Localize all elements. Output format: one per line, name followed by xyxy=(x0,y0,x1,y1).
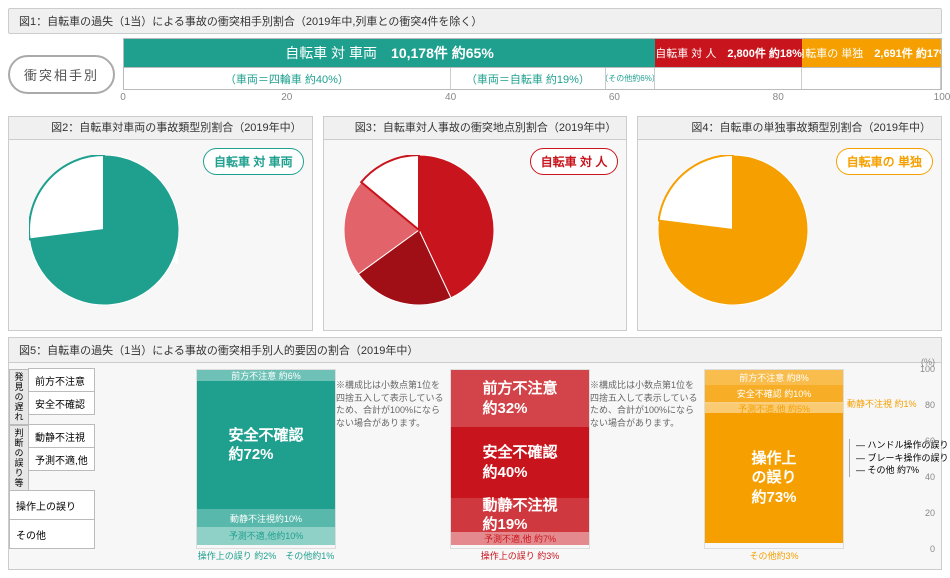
fig5-stack-seg: 予測不適,他 約7% xyxy=(451,532,589,544)
fig5-stack-seg: 安全不確認 約10% xyxy=(705,385,843,403)
fig5-cat-item: 動静不注視 xyxy=(28,424,95,448)
fig5-cat-item: 操作上の誤り xyxy=(9,490,95,520)
pie-badge: 自転車の 単独 xyxy=(836,148,933,175)
fig5: 図5：自転車の過失（1当）による事故の衝突相手別人的要因の割合（2019年中） … xyxy=(8,337,942,570)
fig1-seg: 自転車の 単独 2,691件 約17% xyxy=(802,39,941,67)
fig5-cat-group: 判断の誤り等 xyxy=(9,425,29,491)
fig5-stack-seg: 操作上の誤り約73% xyxy=(705,413,843,543)
fig5-stack-seg: 安全不確認約72% xyxy=(197,381,335,509)
fig5-stack-seg: 前方不注意約32% xyxy=(451,370,589,427)
fig1-axis: 020406080100（%） xyxy=(123,92,942,110)
fig5-stack-seg: 予測不適,他約10% xyxy=(197,527,335,545)
fig5-stack-seg: 前方不注意 約8% xyxy=(705,370,843,384)
fig1-subseg xyxy=(802,68,941,89)
pie-svg xyxy=(344,155,494,305)
fig1-seg: 自転車 対 人 2,800件 約18% xyxy=(655,39,802,67)
pie-row: 図2：自転車対車両の事故類型別割合（2019年中） 自転車 対 車両出会い頭約7… xyxy=(8,116,942,331)
fig5-below-label: 操作上の誤り 約2% その他約1% xyxy=(166,551,366,563)
fig1: 図1：自転車の過失（1当）による事故の衝突相手別割合（2019年中,列車との衝突… xyxy=(8,8,942,110)
fig5-cat-item: 前方不注意 xyxy=(28,368,95,392)
pie-badge: 自転車 対 人 xyxy=(530,148,619,175)
fig4-title: 図4：自転車の単独事故類型別割合（2019年中） xyxy=(638,117,941,140)
fig1-title: 図1：自転車の過失（1当）による事故の衝突相手別割合（2019年中,列車との衝突… xyxy=(8,8,942,34)
fig1-subseg: （車両＝四輪車 約40%） xyxy=(124,68,451,89)
fig5-stack-seg: 前方不注意 約6% xyxy=(197,370,335,381)
fig1-row-label: 衝突相手別 xyxy=(8,55,115,94)
pie-svg xyxy=(658,155,808,305)
fig5-cat-item: 予測不適,他 xyxy=(28,447,95,471)
fig5-below-label: その他約3% xyxy=(674,551,874,563)
fig4: 図4：自転車の単独事故類型別割合（2019年中） 自転車の 単独転倒約77%その… xyxy=(637,116,942,331)
fig5-stack-seg: 動静不注視約10% xyxy=(197,509,335,527)
fig2-title: 図2：自転車対車両の事故類型別割合（2019年中） xyxy=(9,117,312,140)
fig5-stacks: 前方不注意 約6%安全不確認約72%動静不注視約10%予測不適,他約10% 操作上… xyxy=(139,369,901,563)
fig1-subseg: （その他約6%） xyxy=(606,68,655,89)
pie-badge: 自転車 対 車両 xyxy=(203,148,304,175)
fig5-stack: 前方不注意 約6%安全不確認約72%動静不注視約10%予測不適,他約10% xyxy=(196,369,336,549)
fig1-subseg xyxy=(655,68,802,89)
fig1-seg: 自転車 対 車両 10,178件 約65% xyxy=(124,39,655,67)
fig5-title: 図5：自転車の過失（1当）による事故の衝突相手別人的要因の割合（2019年中） xyxy=(9,338,941,363)
fig5-stack-seg: 予測不適,他 約5% xyxy=(705,404,843,413)
fig1-sub-bar: （車両＝四輪車 約40%）（車両＝自転車 約19%）（その他約6%） xyxy=(123,68,942,90)
pie-svg xyxy=(29,155,179,305)
fig5-categories: 発見の遅れ前方不注意安全不確認判断の誤り等動静不注視予測不適,他操作上の誤りその… xyxy=(9,369,139,563)
fig5-cat-item: 安全不確認 xyxy=(28,391,95,415)
fig3: 図3：自転車対人事故の衝突地点別割合（2019年中） 自転車 対 人歩道約43%… xyxy=(323,116,628,331)
fig5-cat-item: その他 xyxy=(9,519,95,549)
fig2: 図2：自転車対車両の事故類型別割合（2019年中） 自転車 対 車両出会い頭約7… xyxy=(8,116,313,331)
fig5-stack-seg: 安全不確認約40% xyxy=(451,427,589,498)
fig5-stack-seg: 動静不注視約19% xyxy=(451,498,589,532)
fig3-title: 図3：自転車対人事故の衝突地点別割合（2019年中） xyxy=(324,117,627,140)
fig5-cat-group: 発見の遅れ xyxy=(9,369,29,425)
fig1-subseg: （車両＝自転車 約19%） xyxy=(451,68,606,89)
fig5-stack: 前方不注意 約8%安全不確認 約10%動静不注視 約1%予測不適,他 約5%操作… xyxy=(704,369,844,549)
fig5-yaxis: (%)020406080100 xyxy=(905,369,935,563)
fig5-below-label: 操作上の誤り 約3% xyxy=(420,551,620,563)
fig1-main-bar: 自転車 対 車両 10,178件 約65%自転車 対 人 2,800件 約18%… xyxy=(123,38,942,68)
fig5-stack: 前方不注意約32%安全不確認約40%動静不注視約19%予測不適,他 約7% xyxy=(450,369,590,549)
